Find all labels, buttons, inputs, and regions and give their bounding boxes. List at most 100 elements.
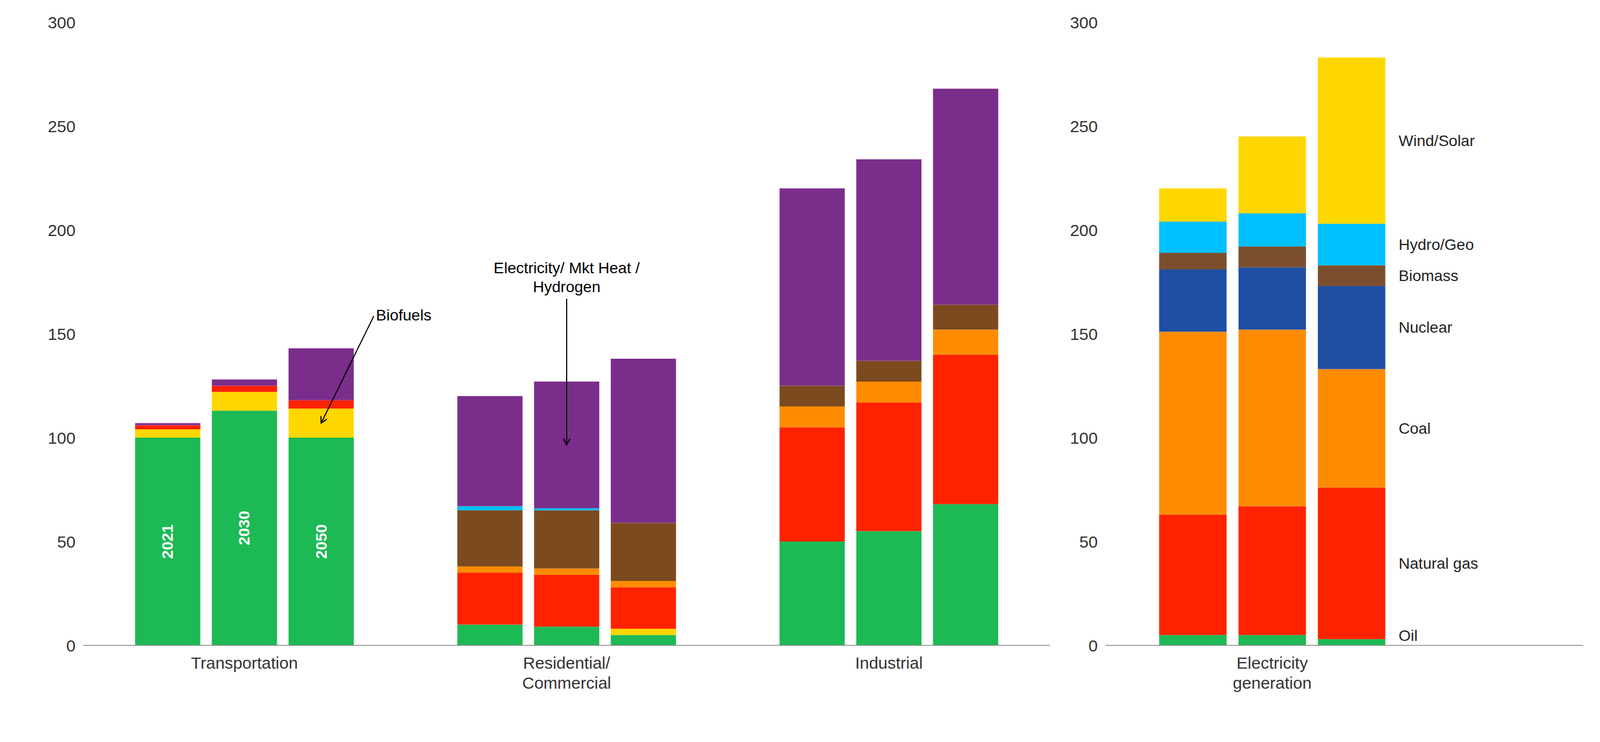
x-axis-line: [1105, 645, 1584, 647]
bar-segment: [211, 410, 277, 646]
bar-segment: [1238, 213, 1306, 247]
bar-segment: [1158, 514, 1227, 635]
annotation: Biofuels: [376, 306, 432, 324]
bar-segment: [1158, 221, 1227, 253]
bar-segment: [135, 425, 200, 430]
bar-segment: [779, 406, 845, 428]
bar-segment: [211, 379, 277, 386]
bar-segment: [610, 581, 676, 588]
bar-segment: [610, 522, 676, 582]
y-tick-label: 50: [57, 532, 76, 552]
bar-segment: [1317, 223, 1385, 266]
bar-segment: [856, 381, 922, 403]
bar-segment: [1238, 136, 1306, 214]
series-label: Nuclear: [1398, 318, 1453, 337]
y-tick-label: 250: [47, 117, 76, 136]
annotation-line: Biofuels: [376, 306, 432, 324]
group-label-line: Industrial: [855, 653, 923, 673]
bar-segment: [533, 575, 599, 628]
bar-segment: [932, 88, 998, 305]
bar-segment: [457, 566, 523, 573]
group-label-line: Commercial: [522, 673, 612, 693]
bar-segment: [135, 423, 200, 426]
bar-segment: [457, 625, 523, 646]
category-label: 2050: [312, 524, 330, 559]
bars: [1158, 57, 1385, 646]
bar-segment: [1238, 330, 1306, 507]
bar-segment: [856, 361, 922, 382]
category-label: 2030: [236, 511, 254, 546]
group-label-line: Residential/: [523, 653, 611, 673]
bar-segment: [211, 386, 277, 393]
y-tick-label: 150: [47, 325, 76, 344]
bar-segment: [457, 396, 523, 507]
bar-segment: [610, 587, 676, 629]
background: [0, 0, 1600, 742]
annotation: Electricity/ Mkt Heat /Hydrogen: [493, 259, 640, 296]
bar-segment: [457, 510, 523, 567]
bar-segment: [932, 330, 998, 355]
series-label: Coal: [1398, 420, 1432, 438]
y-tick-label: 300: [1070, 13, 1098, 32]
bar-segment: [457, 572, 523, 625]
bar-segment: [1158, 188, 1227, 222]
bar-segment: [1317, 369, 1385, 488]
bar-segment: [1238, 267, 1306, 330]
bar-segment: [779, 541, 845, 646]
y-tick-label: 100: [1070, 428, 1098, 448]
bar-segment: [1238, 635, 1306, 646]
bar-segment: [779, 427, 845, 542]
bar-segment: [856, 531, 922, 646]
bar-segment: [533, 508, 599, 511]
bar-segment: [932, 504, 998, 646]
y-tick-label: 100: [47, 428, 76, 448]
bar-segment: [1317, 487, 1385, 640]
bar-segment: [779, 188, 845, 386]
group-label-line: Transportation: [191, 653, 298, 673]
y-tick-label: 0: [66, 636, 76, 655]
y-tick-label: 250: [1070, 117, 1098, 136]
bar-segment: [457, 506, 523, 510]
x-axis-line: [83, 645, 1050, 647]
annotation-arrow: [566, 298, 568, 445]
annotation-line: Electricity/ Mkt Heat /: [493, 259, 640, 277]
panel-1: 050100150200250300ElectricitygenerationO…: [1070, 13, 1584, 693]
group-label: Electricitygeneration: [1232, 653, 1312, 693]
bar-segment: [1158, 269, 1227, 332]
bar-segment: [932, 354, 998, 504]
series-label: Natural gas: [1398, 555, 1479, 573]
bar-segment: [779, 386, 845, 407]
bar-segment: [1158, 331, 1227, 515]
group-label: Industrial: [855, 653, 923, 673]
chart: 0 50 100 150 200 250 300 2021 2030 2050 Transporta…: [0, 0, 1600, 742]
bar-segment: [1238, 246, 1306, 268]
series-label: Wind/Solar: [1398, 132, 1475, 150]
group-label-line: Electricity: [1236, 653, 1308, 673]
bar-segment: [533, 568, 599, 575]
bar-segment: [211, 392, 277, 412]
annotation-arrow: [321, 316, 374, 424]
group-label: Residential/Commercial: [522, 653, 612, 693]
bar-segment: [932, 305, 998, 330]
series-label: Biomass: [1398, 267, 1459, 285]
bar-segment: [1158, 252, 1227, 270]
bar-segment: [1317, 286, 1385, 370]
series-label: Hydro/Geo: [1398, 236, 1474, 254]
bar-segment: [610, 628, 676, 635]
bar-segment: [856, 159, 922, 362]
bar-segment: [533, 626, 599, 646]
y-tick-label: 200: [1070, 221, 1098, 240]
bars: [135, 88, 999, 646]
annotation-line: Hydrogen: [532, 278, 600, 296]
bar-segment: [610, 635, 676, 646]
bar-segment: [1317, 57, 1385, 224]
bar-segment: [856, 402, 922, 532]
category-label: 2021: [158, 524, 177, 559]
group-label: Transportation: [191, 653, 298, 673]
bar-segment: [1317, 265, 1385, 287]
bar-segment: [288, 348, 354, 401]
bar-segment: [135, 429, 200, 438]
series-label: Oil: [1398, 627, 1418, 645]
bar-segment: [1158, 635, 1227, 646]
y-tick-label: 300: [47, 13, 76, 32]
